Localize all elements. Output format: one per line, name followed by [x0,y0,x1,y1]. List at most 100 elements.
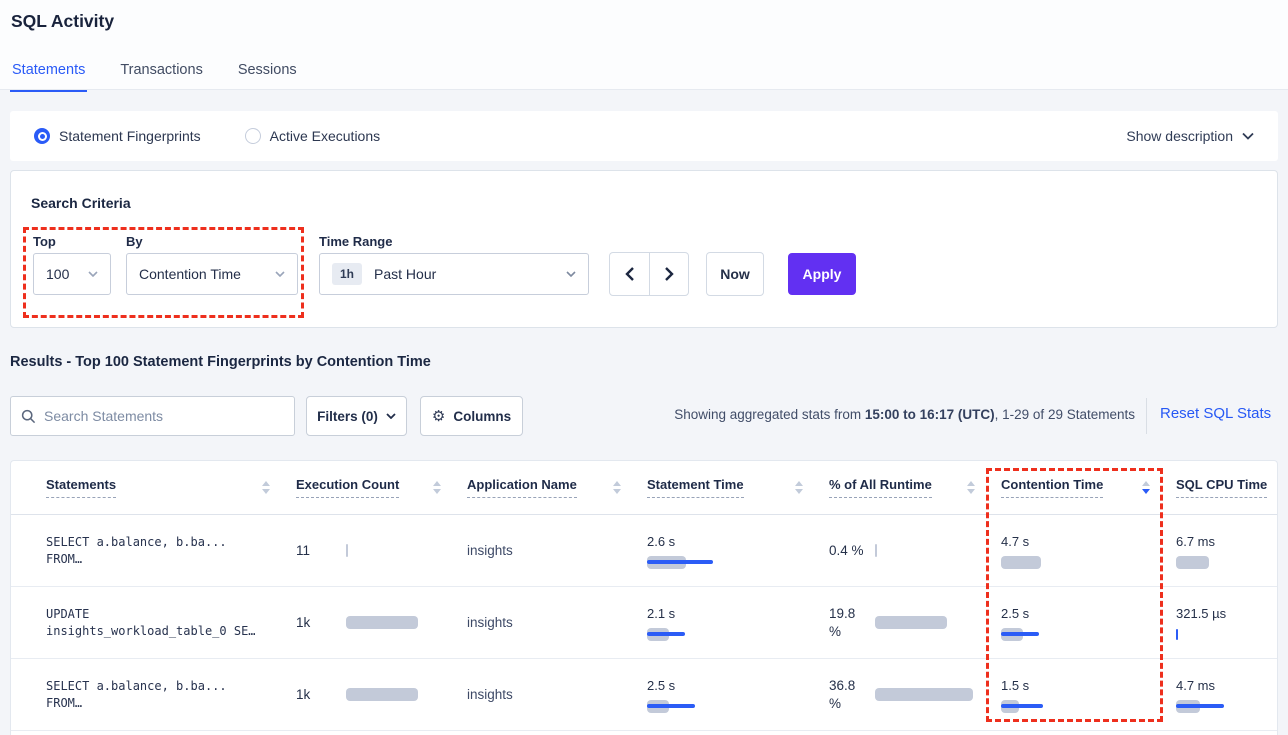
reset-sql-stats-link[interactable]: Reset SQL Stats [1160,405,1272,422]
runtime-pct-value: 36.8 % [829,677,856,711]
statement-cell[interactable]: UPDATE insights_workload_table_0 SE… [46,606,296,640]
time-range-value: Past Hour [374,266,437,282]
sort-icon [795,481,803,494]
statement-text: SELECT a.balance, b.ba... [46,534,227,549]
bar-gray [1001,555,1041,569]
tab-bar-divider [0,89,1288,90]
bar-gray [875,616,947,629]
application-name-cell: insights [467,615,647,630]
metric-bar [1001,627,1111,641]
count-bar [346,616,456,629]
column-header-execution-count[interactable]: Execution Count [296,477,467,498]
bar-tick [1176,628,1178,640]
column-header-statements[interactable]: Statements [46,477,296,498]
search-criteria-card: Search Criteria Top 100 By Contention Ti… [10,170,1278,328]
count-bar [346,544,456,557]
statement-text: FROM… [46,551,83,566]
runtime-pct-value: 0.4 % [829,542,864,558]
bar-gray [875,544,877,557]
time-nav-group [609,252,689,296]
application-name: insights [467,615,513,630]
metric-bar [1176,628,1277,641]
metric-value: 2.5 s [647,677,676,693]
chevron-down-icon [275,271,285,277]
bar-gray [875,688,973,701]
top-label: Top [33,234,56,249]
search-statements-box [10,396,295,436]
top-select[interactable]: 100 [33,253,111,295]
by-select[interactable]: Contention Time [126,253,298,295]
execution-count-cell: 1k [296,615,467,630]
apply-button[interactable]: Apply [788,253,856,295]
execution-count-cell: 11 [296,543,467,558]
statement-time-cell: 2.1 s [647,605,829,641]
show-description-label: Show description [1126,128,1233,144]
bar-blue [1176,703,1224,708]
column-header-application-name[interactable]: Application Name [467,477,647,498]
bar-blue [647,703,695,708]
metric-value: 2.1 s [647,605,676,621]
statement-time-cell: 2.5 s [647,677,829,713]
metric-value: 4.7 ms [1176,677,1216,693]
previous-time-button[interactable] [610,253,649,295]
filters-label: Filters (0) [317,408,378,424]
runtime-pct-value: 19.8 % [829,605,856,639]
column-header-runtime-pct[interactable]: % of All Runtime [829,477,1001,498]
aggregated-stats-text: Showing aggregated stats from 15:00 to 1… [674,407,1135,422]
bar-gray [346,688,418,701]
radio-active-executions[interactable]: Active Executions [244,128,381,144]
columns-button[interactable]: ⚙ Columns [420,396,523,436]
metric-bar [647,699,757,713]
metric-value: 2.6 s [647,533,676,549]
show-description-toggle[interactable]: Show description [1126,128,1254,144]
page-title: SQL Activity [11,11,115,31]
statements-table: Statements Execution Count Application N… [10,460,1278,735]
metric-bar [647,627,757,641]
radio-statement-fingerprints[interactable]: Statement Fingerprints [34,128,201,144]
application-name: insights [467,543,513,558]
search-statements-input[interactable] [44,408,284,424]
metric-value: 1.5 s [1001,677,1030,693]
filters-button[interactable]: Filters (0) [306,396,407,436]
bar-gray [1176,555,1209,569]
chevron-down-icon [1242,132,1254,140]
sort-icon-active-desc [1142,481,1150,494]
metric-bar [1176,699,1277,713]
metric-bar [1001,699,1111,713]
radio-unchecked-icon [244,128,261,144]
runtime-pct-cell: 36.8 % [829,677,1001,713]
now-button[interactable]: Now [706,252,764,296]
column-header-sql-cpu-time[interactable]: SQL CPU Time [1176,477,1277,498]
application-name-cell: insights [467,543,647,558]
radio-label: Active Executions [269,128,381,144]
search-icon [21,409,36,423]
statement-time-cell: 2.6 s [647,533,829,569]
next-time-button[interactable] [649,253,688,295]
statement-text: insights_workload_table_0 SE… [46,623,256,638]
table-header-row: Statements Execution Count Application N… [11,461,1277,515]
tab-bar: Statements Transactions Sessions [10,56,299,92]
count-bar [346,688,456,701]
tab-transactions[interactable]: Transactions [120,62,203,78]
time-range-select[interactable]: 1h Past Hour [319,253,589,295]
statement-cell[interactable]: SELECT a.balance, b.ba... FROM… [46,534,296,568]
statement-cell[interactable]: SELECT a.balance, b.ba... FROM… [46,678,296,712]
bar-blue [1001,631,1039,636]
columns-label: Columns [453,408,512,424]
sql-cpu-time-cell: 321.5 µs [1176,605,1277,641]
execution-count-value: 11 [296,543,311,558]
execution-count-value: 1k [296,687,311,702]
runtime-pct-cell: 19.8 % [829,605,1001,641]
sort-icon [967,481,975,494]
bar-gray [346,616,418,629]
table-row: SELECT a.balance, b.ba... FROM… 1k insights… [11,659,1277,731]
bar-blue [1001,703,1043,708]
tab-sessions[interactable]: Sessions [237,62,297,78]
column-header-contention-time[interactable]: Contention Time [1001,477,1176,498]
top-select-value: 100 [46,266,70,282]
bar-blue [647,559,713,564]
column-header-statement-time[interactable]: Statement Time [647,477,829,498]
metric-bar [875,544,985,557]
contention-time-cell: 2.5 s [1001,605,1176,641]
tab-statements[interactable]: Statements [10,56,87,92]
